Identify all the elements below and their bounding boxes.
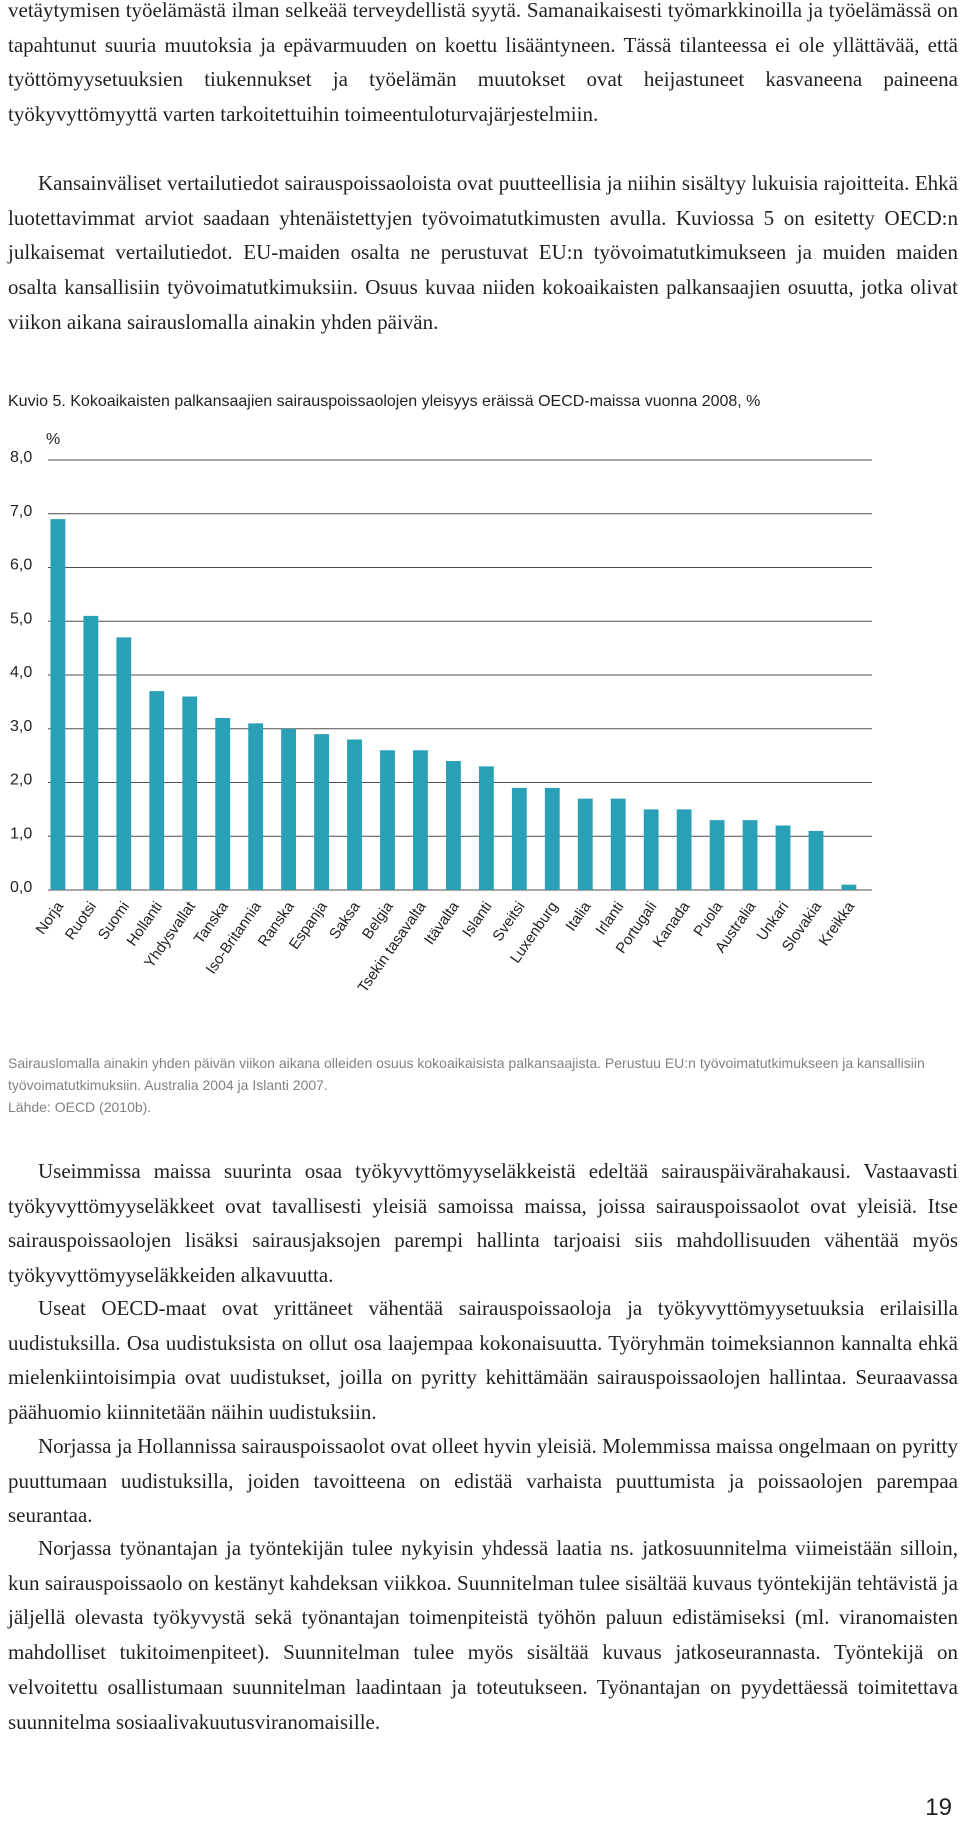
figure-note-text: Sairauslomalla ainakin yhden päivän viik… [8, 1055, 925, 1093]
category-label: Kreikka [816, 898, 859, 949]
category-label: Itävalta [421, 898, 463, 948]
y-tick-label: 3,0 [10, 718, 32, 735]
figure-note: Sairauslomalla ainakin yhden päivän viik… [8, 1052, 948, 1118]
bar-espanja [314, 734, 329, 890]
bar-sveitsi [511, 787, 527, 890]
page-number: 19 [925, 1794, 952, 1821]
y-tick-label: 5,0 [10, 610, 32, 627]
category-label: Ruotsi [62, 899, 100, 944]
bar-yhdysvallat [182, 696, 198, 890]
bar-italia [577, 798, 593, 890]
bar-unkari [775, 825, 791, 890]
figure-source: Lähde: OECD (2010b). [8, 1099, 152, 1115]
y-tick-label: 8,0 [10, 449, 32, 466]
y-axis-ticks: 0,0 1,0 2,0 3,0 4,0 5,0 6,0 7,0 8,0 [10, 449, 32, 896]
bar-australia [742, 820, 758, 890]
bar-belgia [380, 750, 395, 890]
bar-puola [709, 820, 725, 890]
bar-hollanti [149, 691, 165, 890]
bar-kanada [676, 809, 692, 890]
y-tick-label: 2,0 [10, 772, 32, 789]
paragraph-norway-plan: Norjassa työnantajan ja työntekijän tule… [8, 1536, 958, 1734]
y-tick-label: 0,0 [10, 879, 32, 896]
y-tick-label: 1,0 [10, 825, 32, 842]
category-labels: NorjaRuotsiSuomiHollantiYhdysvallatTansk… [33, 898, 859, 996]
paragraph-intro-continued: vetäytymisen työelämästä ilman selkeää t… [8, 0, 958, 127]
bar-ruotsi [83, 615, 99, 890]
bars [50, 519, 857, 890]
category-label: Italia [562, 898, 594, 934]
paragraph-international-comparison: Kansainväliset vertailutiedot sairauspoi… [8, 171, 958, 334]
y-tick-label: 6,0 [10, 557, 32, 574]
bar-islanti [478, 766, 494, 890]
figure-caption: Kuvio 5. Kokoaikaisten palkansaajien sai… [8, 393, 761, 410]
bar-saksa [347, 739, 362, 890]
bar-itävalta [445, 761, 461, 890]
y-tick-label: 4,0 [10, 664, 32, 681]
paragraph-disability-pensions: Useimmissa maissa suurinta osaa työkyvyt… [8, 1159, 958, 1288]
category-label: Saksa [326, 898, 364, 942]
bar-slovakia [808, 830, 824, 890]
bar-irlanti [610, 798, 626, 890]
bar-portugali [643, 809, 659, 890]
bar-luxenburg [544, 787, 560, 890]
bar-chart: 0,0 1,0 2,0 3,0 4,0 5,0 6,0 7,0 8,0 % NorjaRuots… [10, 431, 872, 996]
y-tick-label: 7,0 [10, 503, 32, 520]
bar-kreikka [841, 884, 857, 890]
paragraph-oecd-reforms: Useat OECD-maat ovat yrittäneet vähentää… [8, 1296, 958, 1425]
bar-ranska [281, 728, 297, 890]
bar-tanska [215, 718, 231, 890]
bar-norja [50, 519, 66, 890]
bar-iso-britannia [248, 723, 264, 890]
bar-tsekin-tasavalta [413, 750, 428, 890]
paragraph-norway-netherlands: Norjassa ja Hollannissa sairauspoissaolo… [8, 1434, 958, 1528]
y-axis-unit-label: % [46, 431, 60, 448]
bar-suomi [116, 637, 132, 890]
